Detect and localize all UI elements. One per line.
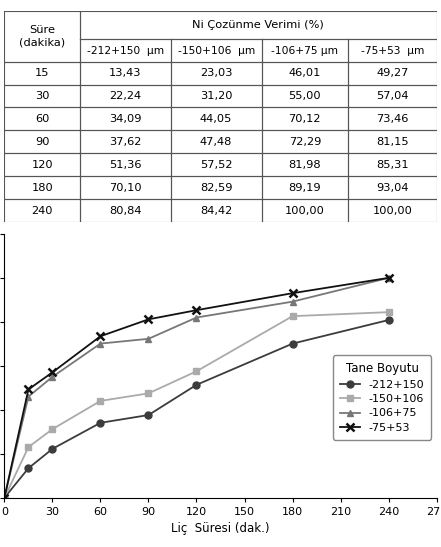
- Text: 81,98: 81,98: [288, 160, 321, 170]
- Text: 84,42: 84,42: [200, 206, 232, 216]
- -75+53: [386, 275, 391, 281]
- Text: 47,48: 47,48: [200, 137, 232, 147]
- -150+106: [386, 309, 391, 316]
- -150+106: [50, 426, 55, 433]
- -106+75: [98, 340, 103, 347]
- Text: 81,15: 81,15: [376, 137, 409, 147]
- Text: 85,31: 85,31: [376, 160, 409, 170]
- Text: 80,84: 80,84: [109, 206, 142, 216]
- Text: 49,27: 49,27: [376, 68, 408, 78]
- -75+53: [290, 290, 295, 296]
- -106+75: [290, 298, 295, 305]
- Text: 44,05: 44,05: [200, 114, 232, 124]
- -106+75: [2, 494, 7, 501]
- Legend: -212+150, -150+106, -106+75, -75+53: -212+150, -150+106, -106+75, -75+53: [333, 356, 431, 440]
- -150+106: [194, 368, 199, 375]
- -150+106: [98, 398, 103, 404]
- Line: -106+75: -106+75: [1, 275, 392, 501]
- Text: 51,36: 51,36: [109, 160, 142, 170]
- Text: 90: 90: [35, 137, 49, 147]
- Text: 30: 30: [35, 91, 49, 101]
- Text: 120: 120: [31, 160, 53, 170]
- Text: 100,00: 100,00: [285, 206, 325, 216]
- -212+150: [194, 382, 199, 388]
- -106+75: [26, 393, 31, 400]
- Text: Süre
(dakika): Süre (dakika): [19, 26, 65, 47]
- Line: -212+150: -212+150: [1, 317, 392, 501]
- -212+150: [146, 412, 151, 418]
- Text: 73,46: 73,46: [376, 114, 408, 124]
- -75+53: [50, 369, 55, 376]
- -150+106: [146, 390, 151, 397]
- Text: 240: 240: [31, 206, 53, 216]
- Text: 57,04: 57,04: [376, 91, 408, 101]
- Text: 31,20: 31,20: [200, 91, 232, 101]
- -75+53: [146, 316, 151, 323]
- Text: 89,19: 89,19: [288, 183, 321, 193]
- Text: 100,00: 100,00: [372, 206, 412, 216]
- -212+150: [50, 446, 55, 452]
- -106+75: [386, 275, 391, 281]
- -150+106: [2, 494, 7, 501]
- Text: 180: 180: [31, 183, 53, 193]
- Text: 13,43: 13,43: [109, 68, 142, 78]
- Text: 34,09: 34,09: [109, 114, 142, 124]
- Text: 57,52: 57,52: [200, 160, 232, 170]
- Text: 23,03: 23,03: [200, 68, 232, 78]
- -75+53: [98, 333, 103, 340]
- Line: -150+106: -150+106: [1, 309, 392, 501]
- Text: 82,59: 82,59: [200, 183, 232, 193]
- -212+150: [26, 465, 31, 472]
- -106+75: [50, 374, 55, 380]
- -106+75: [194, 314, 199, 321]
- -212+150: [386, 317, 391, 323]
- Text: 60: 60: [35, 114, 49, 124]
- Text: 46,01: 46,01: [288, 68, 321, 78]
- Text: -212+150  μm: -212+150 μm: [87, 45, 164, 55]
- Text: -75+53  μm: -75+53 μm: [361, 45, 424, 55]
- Text: 70,10: 70,10: [109, 183, 142, 193]
- -212+150: [98, 420, 103, 426]
- Text: -150+106  μm: -150+106 μm: [178, 45, 255, 55]
- -150+106: [290, 313, 295, 319]
- -106+75: [146, 335, 151, 342]
- -75+53: [26, 386, 31, 393]
- -212+150: [290, 340, 295, 347]
- Line: -75+53: -75+53: [0, 274, 393, 502]
- Text: 70,12: 70,12: [288, 114, 321, 124]
- Text: Ni Çozünme Verimi (%): Ni Çozünme Verimi (%): [192, 20, 324, 30]
- Text: -106+75 μm: -106+75 μm: [271, 45, 338, 55]
- X-axis label: Liç  Süresi (dak.): Liç Süresi (dak.): [171, 522, 270, 536]
- Text: 72,29: 72,29: [288, 137, 321, 147]
- Text: 37,62: 37,62: [109, 137, 142, 147]
- -212+150: [2, 494, 7, 501]
- Text: 22,24: 22,24: [109, 91, 142, 101]
- -75+53: [2, 494, 7, 501]
- -150+106: [26, 444, 31, 450]
- Text: 55,00: 55,00: [288, 91, 321, 101]
- -75+53: [194, 307, 199, 313]
- Text: 15: 15: [35, 68, 49, 78]
- Text: 93,04: 93,04: [376, 183, 408, 193]
